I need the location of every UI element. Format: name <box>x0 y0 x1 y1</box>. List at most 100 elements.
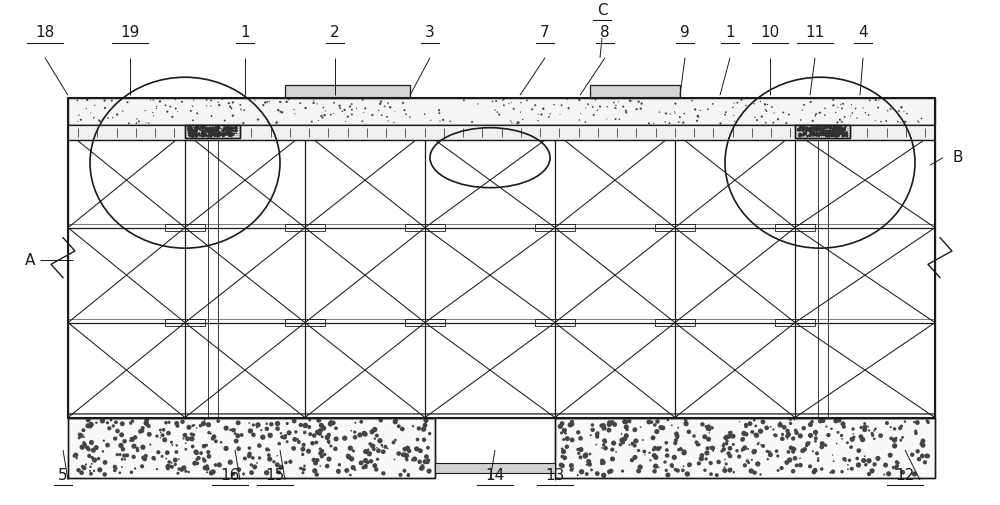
Point <box>837 131 853 139</box>
Point <box>790 126 806 134</box>
Point <box>828 124 844 132</box>
Point <box>824 425 840 433</box>
Point <box>688 438 704 446</box>
Point <box>194 131 210 139</box>
Point <box>222 103 238 111</box>
Point <box>799 441 815 449</box>
Point <box>669 432 685 440</box>
Point <box>883 423 899 431</box>
Point <box>296 441 312 449</box>
Point <box>290 435 306 443</box>
Point <box>372 437 388 445</box>
Point <box>128 119 144 127</box>
Point <box>160 462 176 470</box>
Point <box>809 129 825 137</box>
Point <box>97 96 113 105</box>
Point <box>184 132 200 140</box>
Point <box>208 132 224 140</box>
Point <box>744 456 760 464</box>
Point <box>823 128 839 136</box>
Point <box>880 107 896 115</box>
Point <box>719 437 735 445</box>
Point <box>614 430 630 438</box>
Point <box>705 444 721 452</box>
Point <box>829 128 845 136</box>
Point <box>714 447 730 455</box>
Point <box>218 127 234 135</box>
Point <box>660 416 676 424</box>
Point <box>306 456 322 464</box>
Text: 9: 9 <box>680 25 690 40</box>
Point <box>182 128 198 136</box>
Point <box>207 129 223 137</box>
Point <box>244 469 260 477</box>
Point <box>377 443 393 451</box>
Point <box>861 111 877 119</box>
Point <box>837 123 853 131</box>
Point <box>187 126 203 134</box>
Point <box>807 428 823 436</box>
Point <box>729 98 745 107</box>
Point <box>555 447 571 456</box>
Point <box>691 440 707 448</box>
Point <box>216 129 232 137</box>
Point <box>249 423 265 431</box>
Point <box>304 118 320 126</box>
Point <box>86 114 102 122</box>
Point <box>212 131 228 139</box>
Point <box>782 416 798 424</box>
Point <box>920 418 936 426</box>
Point <box>204 128 220 136</box>
Point <box>205 130 221 138</box>
Point <box>834 132 850 140</box>
Point <box>713 119 729 127</box>
Point <box>307 467 323 475</box>
Point <box>159 108 175 116</box>
Point <box>417 110 433 118</box>
Point <box>163 462 179 470</box>
Point <box>319 434 335 442</box>
Point <box>834 435 850 443</box>
Point <box>817 441 833 449</box>
Bar <box>795 125 850 138</box>
Point <box>323 417 339 425</box>
Point <box>815 128 831 136</box>
Point <box>746 448 762 456</box>
Point <box>860 458 876 466</box>
Point <box>250 422 266 430</box>
Point <box>783 444 799 452</box>
Point <box>211 101 227 109</box>
Point <box>783 419 799 427</box>
Text: 8: 8 <box>600 25 610 40</box>
Point <box>208 126 224 134</box>
Point <box>208 127 224 135</box>
Point <box>314 433 330 441</box>
Point <box>241 444 257 452</box>
Point <box>829 126 845 134</box>
Point <box>753 441 769 449</box>
Point <box>201 126 217 134</box>
Point <box>287 435 303 443</box>
Point <box>715 442 731 450</box>
Point <box>188 448 204 456</box>
Point <box>332 104 348 112</box>
Point <box>230 432 246 440</box>
Point <box>823 124 839 132</box>
Point <box>103 416 119 424</box>
Point <box>195 130 211 138</box>
Point <box>679 470 695 478</box>
Point <box>182 125 198 133</box>
Point <box>334 107 350 115</box>
Point <box>664 463 680 471</box>
Point <box>826 124 842 132</box>
Point <box>91 454 107 463</box>
Point <box>193 123 209 131</box>
Point <box>828 132 844 140</box>
Point <box>83 470 99 478</box>
Point <box>416 423 432 431</box>
Point <box>813 125 829 133</box>
Point <box>242 450 258 458</box>
Point <box>810 131 826 139</box>
Point <box>221 127 237 135</box>
Bar <box>655 224 695 231</box>
